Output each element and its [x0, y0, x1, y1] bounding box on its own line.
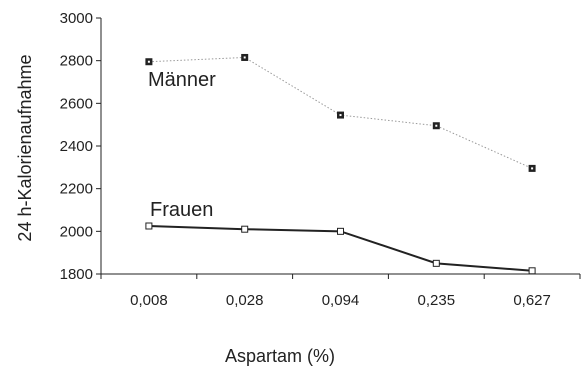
x-tick-label: 0,627	[513, 292, 551, 309]
data-point-highlight	[339, 114, 342, 117]
y-tick-label: 2600	[60, 95, 93, 112]
x-ticks: 0,008 0,028 0,094 0,235 0,627	[100, 274, 581, 309]
y-ticks: 1800 2000 2200 2400 2600 2800 3000	[60, 10, 101, 283]
y-tick-label: 1800	[60, 266, 93, 283]
data-point	[145, 222, 153, 230]
x-tick-label: 0,094	[322, 292, 360, 309]
axes	[100, 18, 580, 275]
series-label-frauen: Frauen	[150, 199, 213, 221]
x-tick-label: 0,028	[226, 292, 264, 309]
y-axis-title: 24 h-Kalorienaufnahme	[15, 54, 35, 241]
data-point-highlight	[435, 124, 438, 127]
x-tick-label: 0,235	[418, 292, 456, 309]
x-axis-title: Aspartam (%)	[225, 346, 335, 366]
series-labels: Männer Frauen	[148, 69, 216, 221]
data-point-highlight	[147, 60, 150, 63]
data-point	[337, 227, 344, 235]
y-tick-label: 2800	[60, 53, 93, 70]
data-point	[241, 225, 249, 233]
data-point-highlight	[243, 56, 246, 59]
data-point	[432, 259, 440, 267]
data-point-highlight	[531, 167, 534, 170]
y-tick-label: 2200	[60, 181, 93, 198]
series	[145, 53, 536, 275]
data-point	[528, 267, 536, 275]
y-tick-label: 2000	[60, 223, 93, 240]
series-label-maenner: Männer	[148, 69, 216, 91]
y-tick-label: 3000	[60, 10, 93, 27]
x-tick-label: 0,008	[130, 292, 168, 309]
y-tick-label: 2400	[60, 138, 93, 155]
